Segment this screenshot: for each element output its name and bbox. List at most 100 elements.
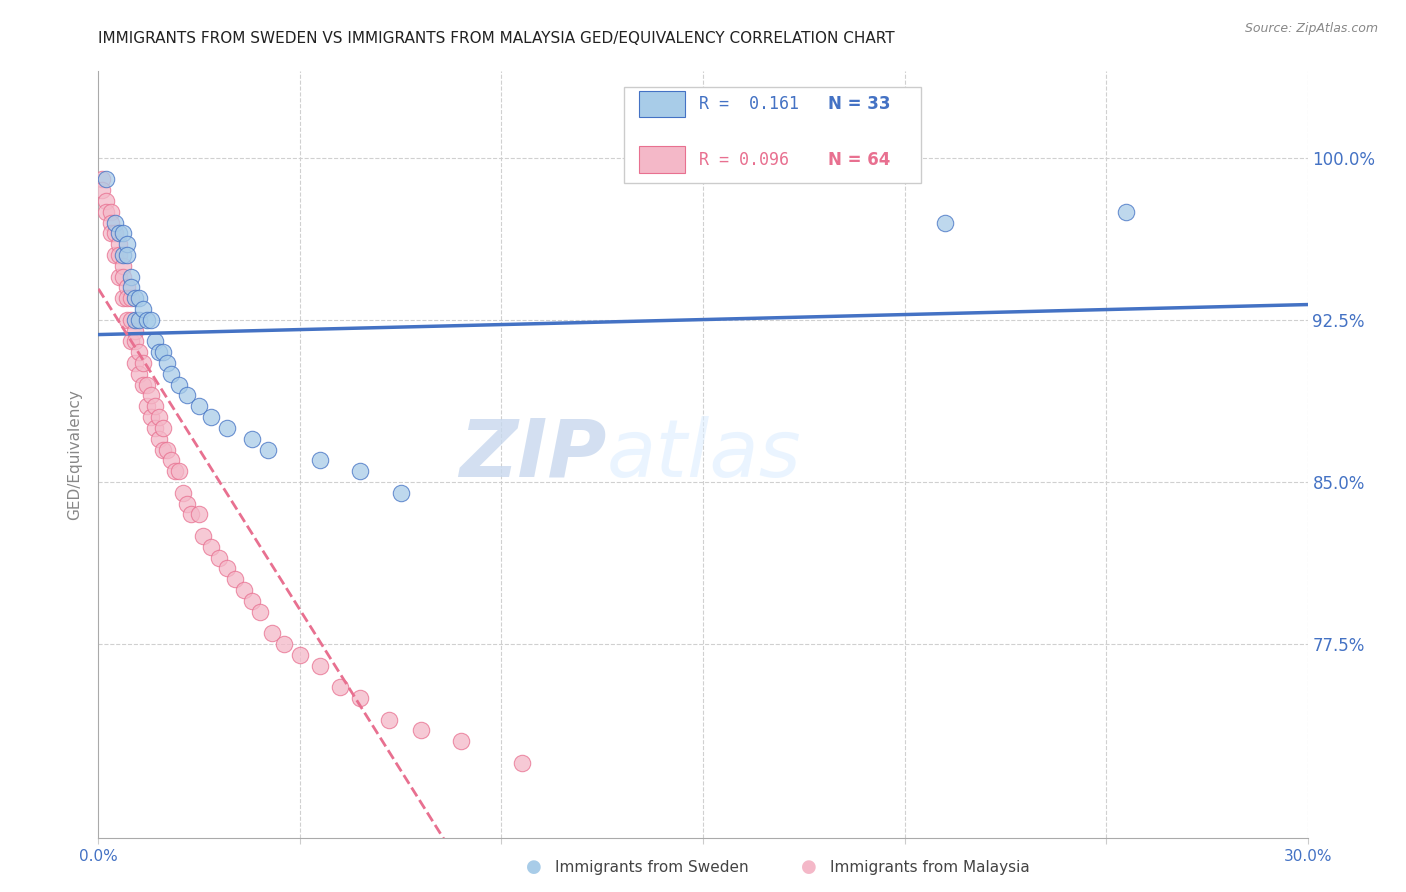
Point (128, 313, 150, 327)
Point (156, 442, 179, 457)
Text: R = 0.096: R = 0.096 (699, 151, 789, 169)
Point (120, 291, 142, 305)
Text: IMMIGRANTS FROM SWEDEN VS IMMIGRANTS FROM MALAYSIA GED/EQUIVALENCY CORRELATION C: IMMIGRANTS FROM SWEDEN VS IMMIGRANTS FRO… (98, 31, 896, 46)
Point (349, 464, 371, 478)
Point (409, 723, 432, 738)
Point (200, 540, 222, 554)
Text: ●: ● (800, 858, 817, 876)
Point (176, 497, 198, 511)
Point (148, 410, 170, 425)
Point (107, 269, 129, 284)
Point (135, 313, 157, 327)
Point (107, 237, 129, 252)
Point (156, 356, 179, 370)
Point (124, 324, 146, 338)
Point (107, 248, 129, 262)
Point (188, 399, 211, 413)
Point (139, 313, 162, 327)
Point (96, 172, 118, 186)
Point (143, 421, 166, 435)
Point (329, 680, 352, 694)
Point (100, 227, 122, 241)
Point (124, 291, 146, 305)
Point (180, 508, 202, 522)
Point (132, 377, 155, 392)
Point (176, 388, 198, 402)
Text: ZIP: ZIP (458, 416, 606, 494)
Point (143, 399, 166, 413)
Point (107, 227, 129, 241)
Point (91, 172, 114, 186)
Point (103, 227, 125, 241)
Text: R =  0.161: R = 0.161 (699, 95, 800, 113)
Point (232, 582, 254, 597)
Point (208, 550, 231, 565)
Point (217, 421, 239, 435)
Point (143, 334, 166, 349)
Point (240, 594, 263, 608)
Point (349, 691, 371, 706)
Point (167, 377, 190, 392)
Point (96, 194, 118, 208)
Point (103, 248, 125, 262)
Point (120, 269, 142, 284)
Point (934, 216, 956, 230)
Point (115, 291, 138, 305)
Point (389, 485, 412, 500)
Point (115, 237, 138, 252)
Point (450, 734, 472, 748)
FancyBboxPatch shape (638, 91, 685, 118)
Text: N = 33: N = 33 (828, 95, 890, 113)
Point (160, 453, 183, 467)
Point (115, 248, 138, 262)
Point (172, 485, 194, 500)
Point (132, 301, 155, 316)
Point (193, 529, 215, 543)
Point (120, 280, 142, 294)
Point (256, 442, 278, 457)
Point (120, 334, 142, 349)
Point (224, 572, 246, 586)
Point (240, 432, 263, 446)
Point (120, 313, 142, 327)
Point (148, 345, 170, 359)
Point (111, 227, 134, 241)
Point (309, 658, 332, 673)
Point (152, 421, 174, 435)
FancyBboxPatch shape (624, 87, 921, 183)
Text: Source: ZipAtlas.com: Source: ZipAtlas.com (1244, 22, 1378, 36)
Point (124, 356, 146, 370)
Point (309, 453, 332, 467)
Point (91, 183, 114, 197)
Text: Immigrants from Sweden: Immigrants from Sweden (555, 860, 749, 874)
Y-axis label: GED/Equivalency: GED/Equivalency (67, 390, 83, 520)
Point (167, 464, 190, 478)
Point (377, 713, 399, 727)
FancyBboxPatch shape (638, 146, 685, 173)
Text: ●: ● (526, 858, 543, 876)
Point (249, 605, 271, 619)
Point (1115, 204, 1137, 219)
Point (163, 464, 186, 478)
Point (152, 442, 174, 457)
Point (200, 410, 222, 425)
Point (111, 291, 134, 305)
Point (135, 399, 157, 413)
Point (111, 259, 134, 273)
Point (111, 248, 134, 262)
Point (115, 280, 138, 294)
Point (217, 561, 239, 575)
Point (288, 648, 311, 662)
Point (128, 367, 150, 381)
Point (100, 204, 122, 219)
Point (100, 216, 122, 230)
Point (510, 756, 533, 770)
Point (128, 345, 150, 359)
Point (96, 204, 118, 219)
Text: N = 64: N = 64 (828, 151, 890, 169)
Point (111, 269, 134, 284)
Point (139, 410, 162, 425)
Point (124, 334, 146, 349)
Point (148, 432, 170, 446)
Point (260, 626, 283, 640)
